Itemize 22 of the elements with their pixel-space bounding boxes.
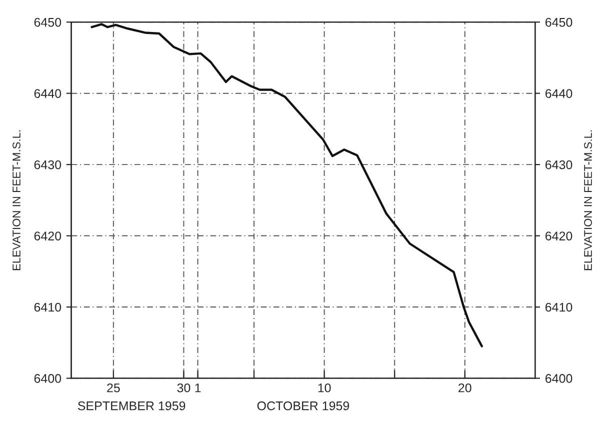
line-series [90, 23, 483, 348]
y2-tick-label: 6430 [546, 160, 572, 170]
y2-tick-label: 6410 [546, 302, 572, 312]
y-axis-title: ELEVATION IN FEET-M.S.L. [12, 130, 20, 270]
x-tick-label: 30 [177, 383, 190, 392]
text: OCTOBER 1959 [257, 401, 350, 410]
y-tick-label: 6450 [34, 18, 62, 27]
y2-tick-label: 6450 [546, 18, 572, 27]
y-tick-label: 6400 [34, 374, 62, 383]
y-tick-label: 6440 [34, 89, 62, 98]
x-tick-label: 25 [107, 383, 120, 392]
y2-axis-title: ELEVATION IN FEET-M.S.L. [584, 130, 592, 270]
y2-tick-label: 6420 [546, 232, 572, 240]
y2-tick-label: 6440 [546, 89, 572, 98]
y-tick-label: 6410 [34, 302, 62, 312]
y-tick-label: 6430 [34, 160, 62, 170]
x-tick-label: 1 [195, 384, 201, 392]
x-tick-label: 20 [458, 383, 472, 392]
text: SEPTEMBER 1959 [78, 401, 186, 410]
y-tick-label: 6420 [34, 232, 62, 240]
x-tick-label: 10 [318, 383, 331, 392]
y2-tick-label: 6400 [546, 374, 572, 383]
